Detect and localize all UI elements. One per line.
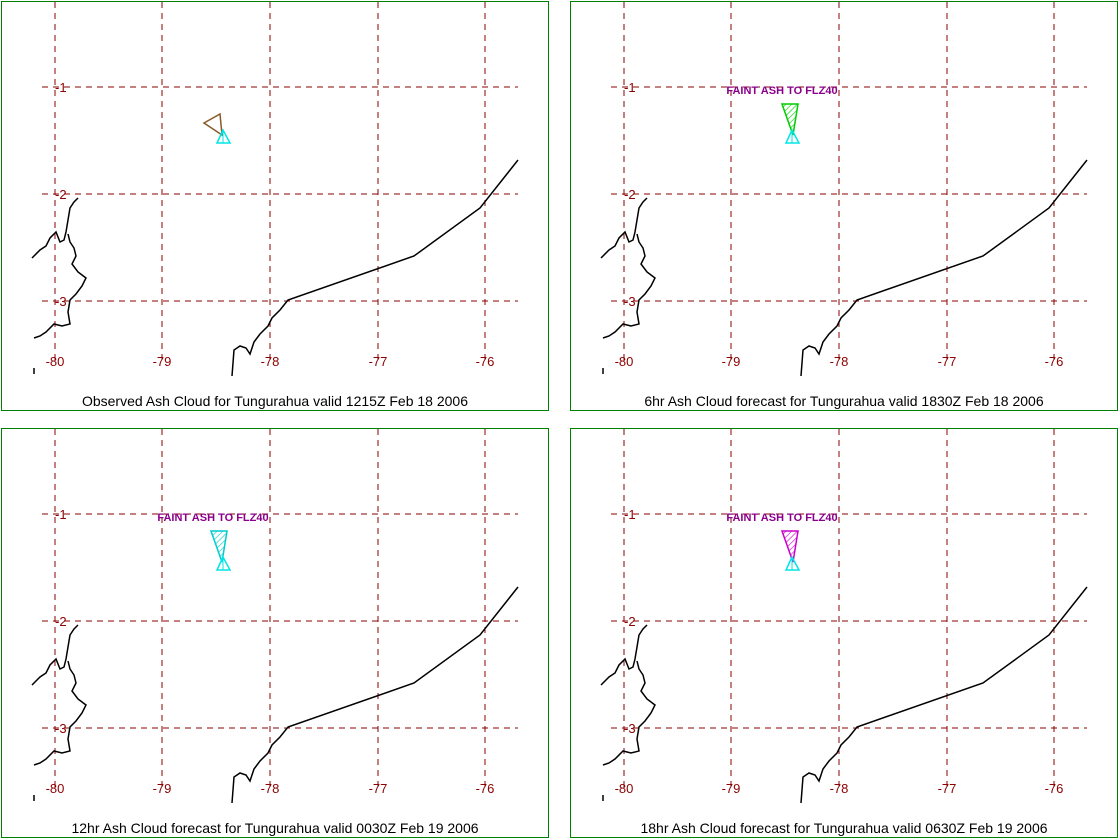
coastline (600, 624, 656, 766)
coastline (31, 197, 87, 339)
longitude-label: -77 (938, 781, 957, 796)
longitude-label: -80 (46, 354, 65, 369)
longitude-label: -78 (261, 781, 280, 796)
panel-caption: 12hr Ash Cloud forecast for Tungurahua v… (71, 820, 479, 836)
map-canvas: -80 -79 -78 -77 -76 -1 -2 -3 (31, 2, 519, 377)
longitude-label: -79 (153, 354, 172, 369)
latitude-label: -1 (55, 507, 67, 522)
panel-caption: Observed Ash Cloud for Tungurahua valid … (81, 393, 469, 409)
longitude-label: -76 (476, 354, 495, 369)
latitude-label: -3 (624, 721, 636, 736)
latitude-label: -2 (55, 614, 67, 629)
longitude-label: -79 (153, 781, 172, 796)
ash-advisory-label: FAINT ASH TO FLZ40 (726, 85, 837, 97)
ash-cloud-polygon (209, 530, 228, 563)
map-panel-observed: -80 -79 -78 -77 -76 -1 -2 -3 Observed Ash Cloud… (1, 1, 549, 411)
longitude-label: -78 (261, 354, 280, 369)
latitude-label: -3 (55, 294, 67, 309)
longitude-label: -77 (369, 354, 388, 369)
longitude-label: -76 (476, 781, 495, 796)
coastline (31, 624, 87, 766)
map-canvas: -80 -79 -78 -77 -76 -1 -2 -3 FAINT ASH TO FLZ40 (600, 429, 1088, 804)
longitude-label: -80 (615, 781, 634, 796)
panel-caption: 18hr Ash Cloud forecast for Tungurahua v… (640, 820, 1048, 836)
longitude-label: -76 (1045, 781, 1064, 796)
ash-cloud-polygon (202, 112, 223, 137)
longitude-label: -80 (46, 781, 65, 796)
ash-cloud-polygon (780, 530, 799, 563)
latitude-label: -3 (624, 294, 636, 309)
map-panel-12hr: -80 -79 -78 -77 -76 -1 -2 -3 FAINT ASH TO FLZ40 … (1, 428, 549, 838)
border-line (231, 159, 519, 377)
longitude-label: -78 (830, 354, 849, 369)
longitude-label: -80 (615, 354, 634, 369)
ash-advisory-label: FAINT ASH TO FLZ40 (157, 512, 268, 524)
border-line (800, 586, 1088, 804)
border-line (800, 159, 1088, 377)
ash-advisory-label: FAINT ASH TO FLZ40 (726, 512, 837, 524)
panel-caption: 6hr Ash Cloud forecast for Tungurahua va… (644, 393, 1044, 409)
longitude-label: -78 (830, 781, 849, 796)
latitude-label: -1 (624, 80, 636, 95)
longitude-label: -79 (722, 781, 741, 796)
map-canvas: -80 -79 -78 -77 -76 -1 -2 -3 FAINT ASH TO FLZ40 (31, 429, 519, 804)
coastline (600, 197, 656, 339)
ash-cloud-polygon (780, 103, 799, 136)
map-panel-18hr: -80 -79 -78 -77 -76 -1 -2 -3 FAINT ASH TO FLZ40 … (570, 428, 1118, 838)
longitude-label: -76 (1045, 354, 1064, 369)
longitude-label: -79 (722, 354, 741, 369)
latitude-label: -2 (624, 614, 636, 629)
latitude-label: -2 (624, 187, 636, 202)
latitude-label: -1 (624, 507, 636, 522)
latitude-label: -1 (55, 80, 67, 95)
map-canvas: -80 -79 -78 -77 -76 -1 -2 -3 FAINT ASH TO FLZ40 (600, 2, 1088, 377)
latitude-label: -3 (55, 721, 67, 736)
border-line (231, 586, 519, 804)
map-panel-6hr: -80 -79 -78 -77 -76 -1 -2 -3 FAINT ASH TO FLZ40 … (570, 1, 1118, 411)
longitude-label: -77 (938, 354, 957, 369)
latitude-label: -2 (55, 187, 67, 202)
longitude-label: -77 (369, 781, 388, 796)
